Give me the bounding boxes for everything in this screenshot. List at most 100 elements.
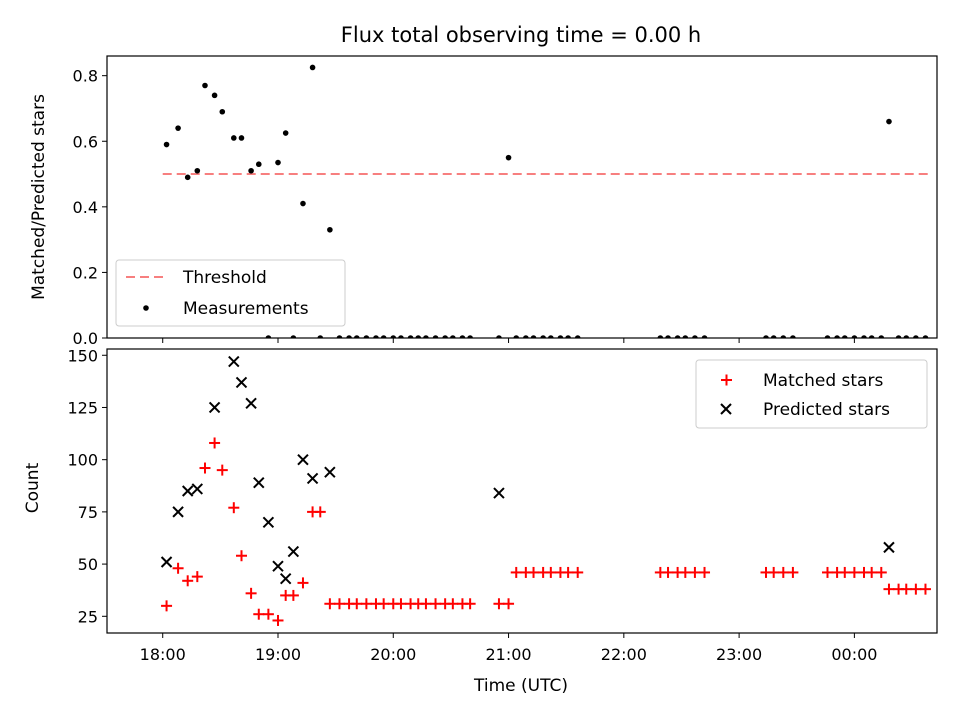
measurement-point [363, 335, 370, 338]
matched-star-point [510, 566, 522, 578]
legend-measurement-swatch [143, 305, 149, 311]
measurement-point [442, 335, 448, 338]
measurement-point [682, 335, 689, 338]
bottom-legend-box [695, 359, 928, 429]
top-y-tick-label: 0.0 [73, 329, 98, 348]
x-tick-label: 19:00 [255, 645, 301, 664]
matched-star-point [430, 598, 442, 610]
x-tick-label: 22:00 [601, 645, 647, 664]
measurement-point [834, 335, 840, 338]
predicted-star-point [493, 487, 505, 499]
bottom-y-tick-label: 100 [67, 451, 98, 470]
top-plot-marks [162, 64, 930, 338]
measurement-point [219, 108, 226, 115]
measurement-point [467, 335, 473, 338]
top-y-tick-label: 0.8 [73, 67, 98, 86]
measurement-point [231, 135, 237, 141]
measurement-point [841, 335, 848, 338]
measurement-point [505, 154, 512, 161]
measurement-point [913, 335, 919, 338]
predicted-x-b [208, 401, 221, 414]
measurement-point [565, 335, 571, 338]
measurement-point [255, 161, 262, 168]
matched-star-point [360, 598, 372, 610]
measurement-point [895, 335, 902, 338]
matched-star-point [228, 502, 240, 514]
matched-star-point [199, 462, 211, 474]
predicted-x-b [306, 472, 319, 485]
predicted-x-b [235, 376, 248, 389]
matched-star-point [689, 566, 701, 578]
matched-star-point [562, 566, 574, 578]
matched-star-point [324, 598, 336, 610]
measurement-point [548, 335, 554, 338]
measurement-point [496, 335, 502, 338]
matched-star-point [768, 566, 780, 578]
predicted-x-b [279, 572, 292, 585]
top-y-tick-label: 0.4 [73, 198, 98, 217]
matched-star-point [447, 598, 459, 610]
top-y-axis-label: Matched/Predicted stars [29, 94, 49, 300]
measurement-point [824, 335, 831, 338]
matched-star-point [395, 598, 407, 610]
measurement-point [780, 335, 787, 338]
measurement-point [282, 130, 289, 136]
predicted-x-b [493, 487, 505, 499]
predicted-star-point [279, 572, 292, 585]
matched-star-point [493, 598, 505, 610]
predicted-star-point [324, 466, 336, 478]
measurement-point [300, 200, 306, 207]
measurement-point [327, 226, 333, 233]
predicted-x-b [245, 397, 257, 410]
measurement-point [523, 335, 529, 338]
matched-star-point [420, 598, 432, 610]
x-tick-label: 23:00 [716, 645, 762, 664]
measurement-point [275, 159, 281, 166]
matched-star-point [839, 566, 851, 578]
measurement-point [194, 167, 201, 174]
matched-star-point [662, 566, 674, 578]
measurement-point [513, 335, 520, 338]
matched-star-point [378, 598, 390, 610]
matched-star-point [545, 566, 557, 578]
measurement-point [390, 335, 397, 338]
bottom-y-tick-label: 125 [67, 398, 98, 417]
measurement-point [861, 335, 867, 338]
matched-star-point [209, 437, 221, 449]
measurement-point [238, 135, 245, 141]
matched-star-point [679, 566, 691, 578]
measurement-point [432, 335, 439, 338]
legend-matched-label: Matched stars [763, 371, 883, 391]
matched-star-point [182, 575, 194, 587]
measurement-point [692, 335, 698, 338]
matched-star-point [883, 583, 895, 595]
predicted-star-point [235, 376, 248, 389]
matched-star-point [351, 598, 363, 610]
top-y-tick-label: 0.6 [73, 132, 98, 151]
matched-star-point [216, 464, 228, 476]
measurement-point [423, 335, 429, 338]
matched-star-point [272, 614, 284, 626]
matched-star-point [821, 566, 833, 578]
matched-star-point [253, 608, 265, 620]
top-plot-frame [106, 55, 938, 339]
measurement-point [373, 335, 379, 338]
bottom-y-tick-label: 50 [78, 555, 98, 574]
measurement-point [530, 335, 537, 338]
bottom-plot-frame [106, 348, 938, 634]
predicted-x-b [262, 516, 275, 529]
predicted-star-point [181, 485, 194, 497]
matched-star-point [287, 589, 299, 601]
matched-star-point [699, 566, 711, 578]
measurement-point [163, 141, 170, 148]
measurement-point [557, 335, 564, 338]
predicted-star-point [262, 516, 275, 529]
measurement-point [790, 335, 796, 338]
legend-predicted-swatch-b [720, 403, 732, 415]
matched-star-point [172, 562, 184, 574]
matched-star-point [910, 583, 922, 595]
measurement-point [175, 125, 181, 131]
predicted-x-b [272, 560, 284, 572]
